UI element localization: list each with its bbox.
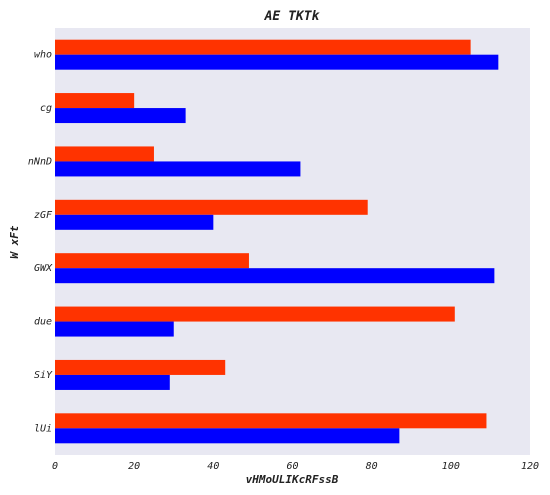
bar-due-series-2 xyxy=(55,321,174,337)
y-tick-labels: who cg nNnD zGF GWX due SiY lUi xyxy=(28,50,53,435)
bar-zGF-series-2 xyxy=(55,214,214,230)
bar-lUi-series-1 xyxy=(55,413,487,429)
y-tick-label: nNnD xyxy=(28,156,52,167)
y-tick-label: SiY xyxy=(34,370,53,381)
y-tick-label: who xyxy=(34,50,52,61)
x-tick-label: 100 xyxy=(442,461,460,472)
bar-lUi-series-2 xyxy=(55,428,400,444)
bar-who-series-1 xyxy=(55,39,471,55)
y-tick-label: lUi xyxy=(34,423,52,434)
x-tick-label: 120 xyxy=(521,461,539,472)
bar-due-series-1 xyxy=(55,306,455,322)
bar-GWX-series-1 xyxy=(55,253,249,269)
bar-zGF-series-1 xyxy=(55,199,368,215)
chart-title: AE TKTk xyxy=(264,9,321,24)
y-tick-label: cg xyxy=(40,103,52,114)
bar-cg-series-1 xyxy=(55,93,135,109)
x-tick-label: 20 xyxy=(128,461,140,472)
bar-nNnD-series-2 xyxy=(55,161,301,177)
y-tick-label: zGF xyxy=(34,210,53,221)
x-tick-label: 0 xyxy=(52,461,58,472)
bar-SiY-series-1 xyxy=(55,359,226,375)
plot-area xyxy=(55,28,530,455)
x-axis-label: vHMoULIKcRFssB xyxy=(246,473,339,486)
bar-GWX-series-2 xyxy=(55,268,495,284)
x-tick-labels: 0 20 40 60 80 100 120 xyxy=(52,461,539,472)
y-axis-label: W xFt xyxy=(8,225,21,258)
y-tick-label: GWX xyxy=(34,263,53,274)
bar-SiY-series-2 xyxy=(55,374,170,390)
bar-nNnD-series-1 xyxy=(55,146,154,162)
bar-who-series-2 xyxy=(55,54,499,70)
x-tick-label: 80 xyxy=(366,461,378,472)
y-tick-label: due xyxy=(34,317,52,328)
bars-group xyxy=(55,39,499,444)
bar-cg-series-2 xyxy=(55,108,186,124)
x-tick-label: 60 xyxy=(286,461,298,472)
x-tick-label: 40 xyxy=(207,461,219,472)
